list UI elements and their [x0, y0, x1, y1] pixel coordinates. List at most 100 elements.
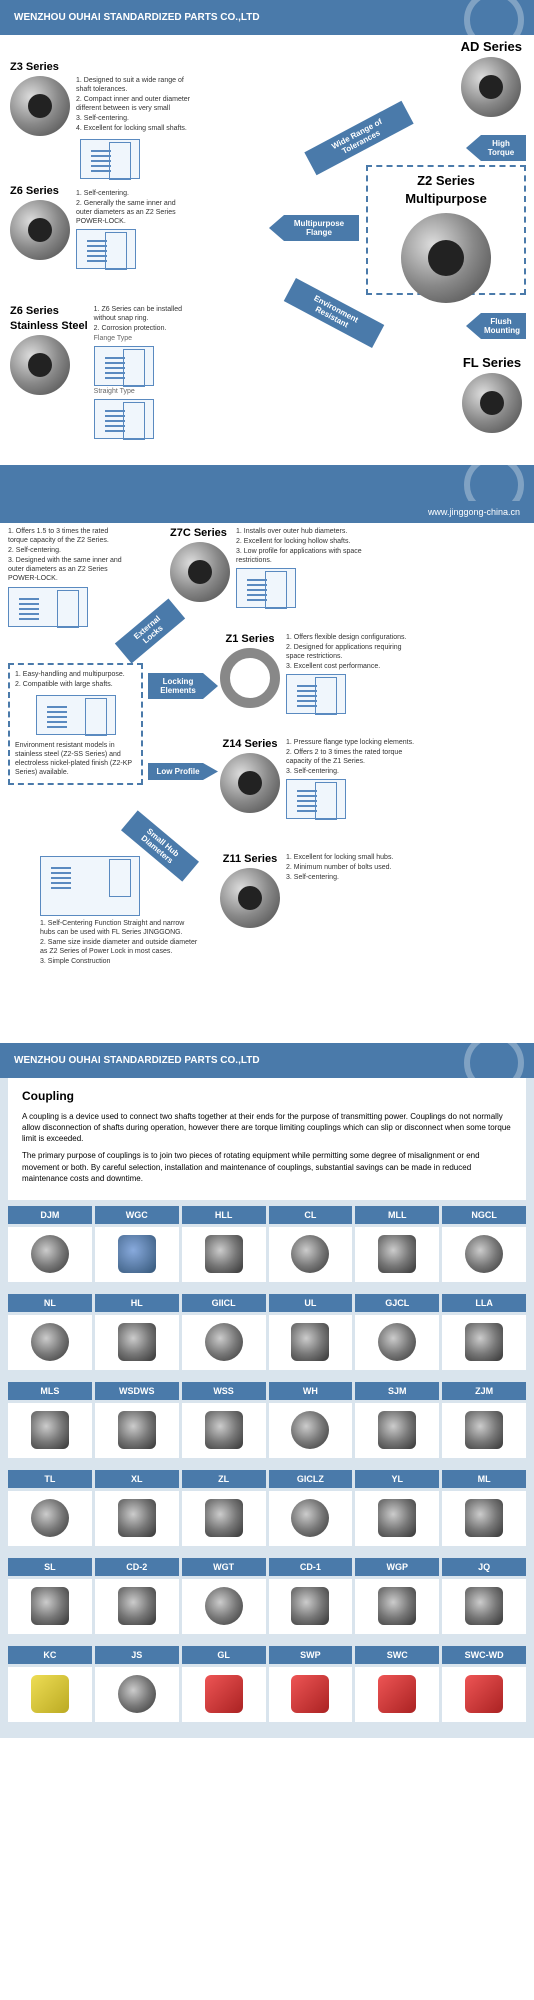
- grid-header: LLA: [442, 1294, 526, 1312]
- coupling-image: [378, 1499, 416, 1537]
- coupling-image: [118, 1499, 156, 1537]
- coupling-image: [205, 1587, 243, 1625]
- grid-cell: [442, 1491, 526, 1546]
- ad-series: AD Series: [461, 39, 522, 119]
- coupling-image: [378, 1323, 416, 1361]
- grid-cell: [269, 1227, 353, 1282]
- z2-image: [401, 213, 491, 303]
- fl-title: FL Series: [462, 355, 522, 370]
- grid-header: SL: [8, 1558, 92, 1576]
- z11-title: Z11 Series: [220, 853, 280, 865]
- grid-cell: [95, 1227, 179, 1282]
- header-bar-2: [0, 465, 534, 501]
- grid-cell: [182, 1227, 266, 1282]
- grid-cell: [269, 1491, 353, 1546]
- z6-title: Z6 Series: [10, 185, 70, 197]
- grid-header: WSS: [182, 1382, 266, 1400]
- coupling-image: [378, 1587, 416, 1625]
- z14-diagram: [286, 779, 346, 819]
- company-name-2: WENZHOU OUHAI STANDARDIZED PARTS CO.,LTD: [14, 1055, 260, 1066]
- section-2: 1. Offers 1.5 to 3 times the rated torqu…: [0, 523, 534, 1043]
- grid-cell: [182, 1315, 266, 1370]
- grid-cell: [8, 1227, 92, 1282]
- z11-series: Z11 Series 1. Excellent for locking smal…: [220, 853, 416, 930]
- coupling-image: [465, 1323, 503, 1361]
- grid-cell: [355, 1667, 439, 1722]
- z1-title: Z1 Series: [220, 633, 280, 645]
- z3-diagram: [80, 139, 140, 179]
- coupling-title: Coupling: [22, 1088, 512, 1105]
- coupling-image: [31, 1675, 69, 1713]
- grid-cell: [8, 1579, 92, 1634]
- grid-header: CD-2: [95, 1558, 179, 1576]
- grid-cell: [355, 1315, 439, 1370]
- grid-cell: [95, 1667, 179, 1722]
- grid-header: MLS: [8, 1382, 92, 1400]
- coupling-image: [31, 1323, 69, 1361]
- z6ss-image: [10, 335, 70, 395]
- coupling-image: [205, 1499, 243, 1537]
- grid-cell: [8, 1315, 92, 1370]
- grid-header: CL: [269, 1206, 353, 1224]
- grid-header: JQ: [442, 1558, 526, 1576]
- header-bar-3: WENZHOU OUHAI STANDARDIZED PARTS CO.,LTD: [0, 1043, 534, 1078]
- arrow-low: Low Profile: [148, 763, 218, 780]
- arrow-high-torque: High Torque: [466, 135, 526, 161]
- z14-features: 1. Pressure flange type locking elements…: [286, 738, 416, 820]
- z2-subtitle: Multipurpose: [374, 191, 518, 206]
- coupling-grid: DJMWGCHLLCLMLLNGCLNLHLGIICLULGJCLLLAMLSW…: [0, 1200, 534, 1728]
- z7c-series: Z7C Series 1. Installs over outer hub di…: [170, 527, 376, 609]
- z3-series: Z3 Series 1. Designed to suit a wide ran…: [10, 61, 196, 182]
- coupling-image: [291, 1235, 329, 1273]
- z6ss-diagram-1: [94, 346, 154, 386]
- z6ss-title: Z6 Series: [10, 305, 88, 317]
- z7c-features: 1. Installs over outer hub diameters. 2.…: [236, 527, 376, 609]
- grid-header: XL: [95, 1470, 179, 1488]
- coupling-image: [291, 1587, 329, 1625]
- coupling-image: [291, 1499, 329, 1537]
- coupling-image: [118, 1235, 156, 1273]
- grid-header: WH: [269, 1382, 353, 1400]
- header-decoration-2: [464, 465, 524, 501]
- coupling-image: [378, 1411, 416, 1449]
- coupling-image: [465, 1587, 503, 1625]
- grid-header: SWC: [355, 1646, 439, 1664]
- coupling-image: [205, 1235, 243, 1273]
- section-1: AD Series Z3 Series 1. Designed to suit …: [0, 35, 534, 465]
- grid-header: TL: [8, 1470, 92, 1488]
- z6-image: [10, 200, 70, 260]
- grid-header: HL: [95, 1294, 179, 1312]
- grid-cell: [182, 1491, 266, 1546]
- coupling-image: [31, 1587, 69, 1625]
- top-diagram: [8, 587, 88, 627]
- z14-series: Z14 Series 1. Pressure flange type locki…: [220, 738, 416, 820]
- grid-cell: [355, 1491, 439, 1546]
- coupling-section: Coupling A coupling is a device used to …: [0, 1078, 534, 1738]
- grid-cell: [182, 1403, 266, 1458]
- coupling-p2: The primary purpose of couplings is to j…: [22, 1150, 512, 1184]
- coupling-image: [205, 1323, 243, 1361]
- grid-header: WGT: [182, 1558, 266, 1576]
- coupling-image: [465, 1499, 503, 1537]
- coupling-image: [118, 1411, 156, 1449]
- grid-header: ZL: [182, 1470, 266, 1488]
- ad-title: AD Series: [461, 39, 522, 54]
- arrow-locking: Locking Elements: [148, 673, 218, 699]
- grid-header: SWC-WD: [442, 1646, 526, 1664]
- url-bar: www.jinggong-china.cn: [0, 501, 534, 523]
- grid-header: WGP: [355, 1558, 439, 1576]
- z1-features: 1. Offers flexible design configurations…: [286, 633, 416, 715]
- grid-cell: [269, 1667, 353, 1722]
- grid-header: KC: [8, 1646, 92, 1664]
- z2-box: Z2 Series Multipurpose: [366, 165, 526, 295]
- grid-cell: [442, 1403, 526, 1458]
- left-box: 1. Easy-handling and multipurpose. 2. Co…: [8, 663, 143, 785]
- grid-cell: [442, 1227, 526, 1282]
- z6ss-subtitle: Stainless Steel: [10, 320, 88, 332]
- coupling-image: [465, 1235, 503, 1273]
- grid-cell: [442, 1315, 526, 1370]
- coupling-image: [465, 1411, 503, 1449]
- z7c-diagram: [236, 568, 296, 608]
- grid-cell: [269, 1315, 353, 1370]
- coupling-image: [118, 1587, 156, 1625]
